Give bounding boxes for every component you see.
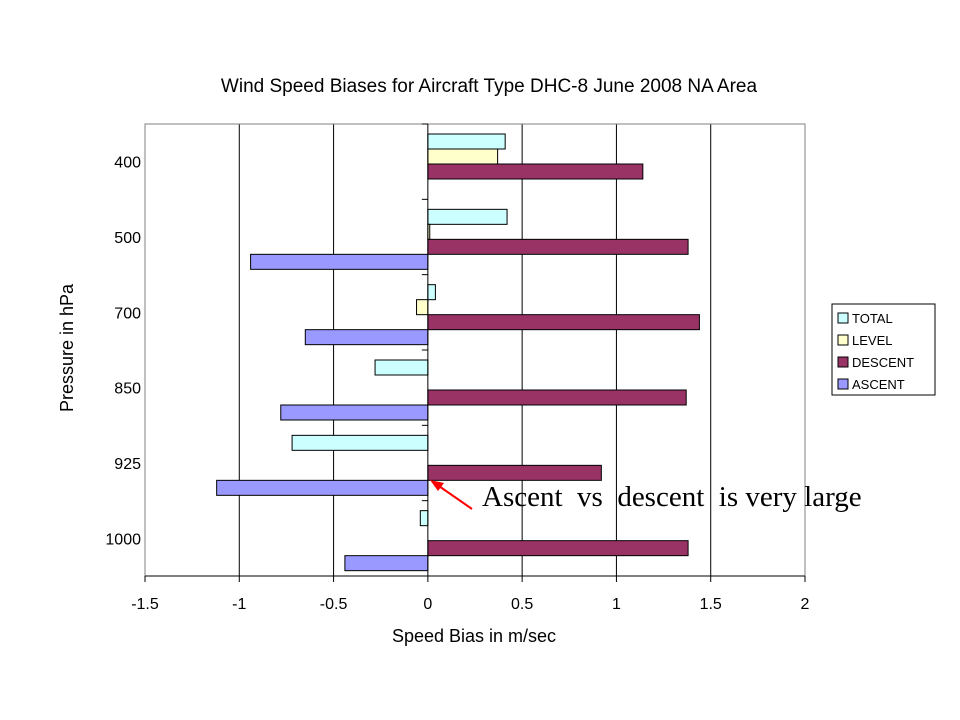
legend-swatch-descent (837, 356, 849, 368)
annotation: Ascent vs descent is very large (430, 480, 862, 513)
chart-title: Wind Speed Biases for Aircraft Type DHC-… (221, 76, 758, 97)
annotation-text: Ascent vs descent is very large (482, 481, 862, 513)
x-tick-label: 2 (801, 596, 810, 613)
bar-total-850 (374, 359, 429, 376)
bar-total-1000 (419, 510, 429, 527)
bar-total-400 (427, 133, 506, 150)
bar-descent-700 (427, 314, 700, 331)
bar-level-700 (416, 299, 429, 316)
annotation-arrow-head (430, 480, 444, 491)
y-tick-label: 700 (114, 305, 141, 322)
bar-total-925 (291, 434, 429, 451)
x-tick-label: 0.5 (511, 596, 533, 613)
annotation-arrow-line (435, 483, 473, 510)
legend-label-total: TOTAL (852, 311, 893, 326)
bar-ascent-1000 (344, 555, 429, 572)
bar-descent-850 (427, 389, 687, 406)
bars (216, 133, 700, 572)
y-tick-labels: 400 500 700 850 925 1000 (105, 155, 141, 549)
legend-label-level: LEVEL (852, 333, 892, 348)
x-tick-label: -1.5 (131, 596, 159, 613)
y-tick-label: 850 (114, 381, 141, 398)
x-tick-labels: -1.5 -1 -0.5 0 0.5 1 1.5 2 (131, 596, 809, 613)
legend-swatch-total (837, 312, 849, 324)
legend-swatch-level (837, 334, 849, 346)
bar-total-500 (427, 208, 508, 225)
y-axis-label: Pressure in hPa (57, 283, 77, 412)
bar-ascent-925 (216, 479, 429, 496)
bar-descent-500 (427, 238, 689, 255)
bar-descent-1000 (427, 540, 689, 557)
legend-label-ascent: ASCENT (852, 377, 905, 392)
x-tick-label: 1 (612, 596, 621, 613)
x-tick-label: -0.5 (320, 596, 348, 613)
y-tick-label: 400 (114, 155, 141, 172)
x-tick-label: 0 (423, 596, 432, 613)
bar-total-700 (427, 284, 436, 301)
legend: TOTAL LEVEL DESCENT ASCENT (831, 303, 936, 396)
legend-label-descent: DESCENT (852, 355, 914, 370)
axes (144, 123, 806, 582)
x-axis-label: Speed Bias in m/sec (392, 626, 556, 646)
x-tick-label: -1 (232, 596, 246, 613)
bar-ascent-700 (304, 329, 429, 346)
y-tick-label: 500 (114, 230, 141, 247)
bar-descent-925 (427, 464, 602, 481)
bar-ascent-850 (280, 404, 429, 421)
x-tick-label: 1.5 (700, 596, 722, 613)
legend-swatch-ascent (837, 378, 849, 390)
bar-descent-400 (427, 163, 644, 180)
y-tick-label: 925 (114, 456, 141, 473)
bar-ascent-500 (250, 253, 429, 270)
bar-level-400 (427, 148, 499, 165)
legend-box (831, 303, 936, 396)
y-tick-label: 1000 (105, 531, 141, 548)
